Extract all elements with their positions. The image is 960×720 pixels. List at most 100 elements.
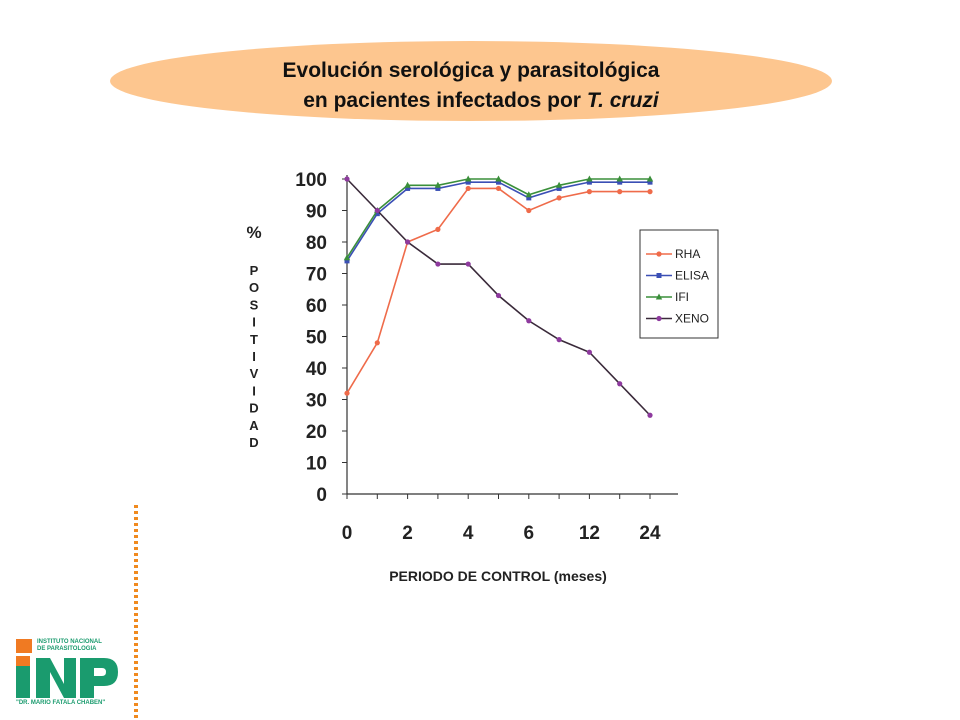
y-label-letter: V: [250, 366, 259, 381]
data-point: [526, 207, 532, 214]
legend-label: ELISA: [675, 269, 709, 283]
x-tick-label: 24: [639, 523, 661, 544]
data-point: [617, 179, 623, 185]
series-line-rha: [346, 187, 650, 394]
data-point: [435, 226, 441, 232]
series-rha: [344, 185, 653, 396]
y-label-symbol: %: [246, 223, 261, 242]
data-point: [344, 258, 350, 264]
legend-marker: [656, 273, 662, 278]
legend-label: XENO: [675, 312, 709, 326]
legend-marker: [655, 293, 663, 300]
y-label-letter: I: [252, 315, 256, 330]
legend-label: IFI: [675, 290, 689, 304]
data-point: [586, 189, 593, 195]
data-point: [556, 337, 562, 343]
data-point: [586, 179, 592, 185]
y-label-letter: I: [252, 349, 256, 364]
y-tick-label: 80: [306, 233, 327, 254]
chart-axes: [342, 175, 678, 499]
data-point: [526, 318, 532, 324]
legend: RHA ELISA IFI XENO: [639, 229, 719, 339]
y-label-letter: S: [250, 297, 259, 312]
data-point: [556, 195, 562, 201]
data-point: [647, 189, 653, 195]
logo-line-2: DE PARASITOLOGIA: [37, 646, 97, 652]
data-point: [405, 185, 411, 191]
legend-label: RHA: [675, 247, 700, 261]
data-point: [465, 261, 471, 267]
y-label-letter: T: [250, 332, 258, 347]
data-point: [374, 207, 380, 214]
data-point: [405, 239, 411, 245]
y-tick-label: 70: [306, 265, 327, 286]
data-point: [525, 191, 532, 198]
data-point: [495, 292, 502, 299]
data-point: [616, 175, 623, 182]
data-point: [495, 175, 502, 182]
x-tick-labels: 0 2 4 6 12 24: [342, 523, 661, 544]
legend-box: [639, 229, 719, 339]
data-point: [647, 412, 653, 418]
y-tick-label: 0: [316, 485, 327, 506]
data-point: [404, 181, 411, 188]
data-point: [647, 179, 653, 185]
series-group: [343, 175, 654, 418]
x-tick-label: 4: [463, 523, 474, 544]
y-tick-label: 10: [306, 454, 327, 475]
y-tick-label: 30: [306, 391, 327, 412]
data-point: [496, 179, 501, 185]
data-point: [495, 185, 502, 192]
x-tick-label: 6: [524, 523, 535, 544]
data-point: [344, 390, 350, 396]
data-point: [435, 185, 441, 191]
data-point: [526, 195, 532, 201]
data-point: [465, 179, 471, 185]
y-label-letter: O: [249, 280, 259, 295]
dotted-divider: [134, 505, 138, 720]
title-line-1: Evolución serológica y parasitológica: [282, 59, 660, 82]
y-label-letter: P: [250, 263, 259, 278]
inp-logo: INSTITUTO NACIONAL DE PARASITOLOGIA "DR.…: [12, 636, 132, 712]
y-tick-label: 50: [306, 328, 327, 349]
y-label-letter: D: [249, 435, 258, 450]
logo-line-1: INSTITUTO NACIONAL: [37, 639, 102, 645]
data-point: [374, 211, 380, 217]
x-tick-label: 0: [342, 523, 353, 544]
data-point: [343, 254, 351, 261]
data-point: [586, 175, 593, 182]
legend-item-ifi: IFI: [646, 290, 689, 304]
x-axis-label: PERIODO DE CONTROL (meses): [389, 568, 607, 584]
legend-item-rha: RHA: [646, 247, 700, 261]
slide-title: Evolución serológica y parasitológica en…: [110, 56, 832, 116]
data-point: [435, 261, 441, 267]
y-tick-labels: 0 10 20 30 40 50 60 70 80 90 100: [295, 170, 327, 506]
data-point: [344, 176, 350, 182]
legend-item-xeno: XENO: [646, 312, 709, 326]
y-label-letter: D: [249, 401, 258, 416]
legend-item-elisa: ELISA: [646, 269, 709, 283]
data-point: [617, 189, 623, 195]
y-tick-label: 100: [295, 170, 327, 191]
title-line-2: en pacientes infectados por T. cruzi: [120, 86, 842, 116]
data-point: [617, 381, 623, 387]
legend-marker: [656, 315, 662, 322]
y-tick-label: 90: [306, 202, 327, 223]
data-point: [465, 185, 471, 192]
legend-marker: [656, 251, 662, 257]
title-ellipse: [110, 41, 832, 121]
data-point: [646, 175, 654, 182]
y-axis-label: %P O S I T I V I D A D: [246, 223, 261, 450]
data-point: [555, 181, 563, 188]
data-point: [434, 181, 442, 188]
y-tick-label: 60: [306, 296, 327, 317]
series-xeno: [344, 176, 653, 418]
y-tick-label: 20: [306, 422, 327, 443]
series-elisa: [344, 179, 653, 264]
data-point: [374, 340, 380, 346]
title-line-2-italic: T. cruzi: [586, 89, 659, 112]
logo-orange-square: [16, 639, 32, 653]
y-label-letter: A: [249, 418, 259, 433]
